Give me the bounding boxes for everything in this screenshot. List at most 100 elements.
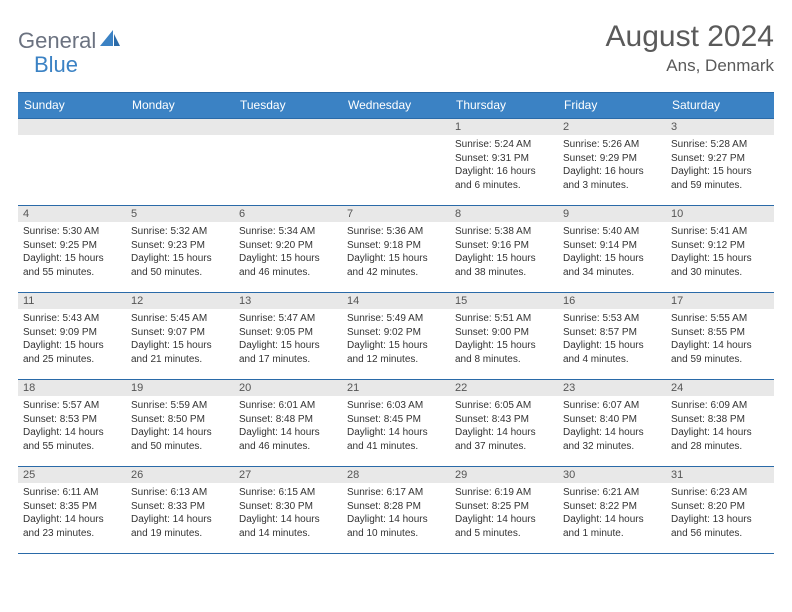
day-number: 28 — [342, 467, 450, 483]
day-number: 15 — [450, 293, 558, 309]
sunrise-text: Sunrise: 6:23 AM — [671, 486, 770, 500]
day-details: Sunrise: 5:32 AMSunset: 9:23 PMDaylight:… — [126, 222, 234, 281]
sunset-text: Sunset: 8:53 PM — [23, 413, 122, 427]
day-number: 16 — [558, 293, 666, 309]
sunset-text: Sunset: 9:14 PM — [563, 239, 662, 253]
calendar-day-cell: 13Sunrise: 5:47 AMSunset: 9:05 PMDayligh… — [234, 293, 342, 379]
daylight-text: Daylight: 15 hours and 12 minutes. — [347, 339, 446, 366]
calendar-day-cell: 6Sunrise: 5:34 AMSunset: 9:20 PMDaylight… — [234, 206, 342, 292]
day-number: 5 — [126, 206, 234, 222]
calendar-day-cell: 15Sunrise: 5:51 AMSunset: 9:00 PMDayligh… — [450, 293, 558, 379]
calendar-day-cell: 16Sunrise: 5:53 AMSunset: 8:57 PMDayligh… — [558, 293, 666, 379]
sunrise-text: Sunrise: 6:05 AM — [455, 399, 554, 413]
sunrise-text: Sunrise: 6:15 AM — [239, 486, 338, 500]
sunrise-text: Sunrise: 6:19 AM — [455, 486, 554, 500]
calendar-day-cell: 3Sunrise: 5:28 AMSunset: 9:27 PMDaylight… — [666, 119, 774, 205]
weekday-header: Wednesday — [342, 93, 450, 118]
day-number: 26 — [126, 467, 234, 483]
month-title: August 2024 — [606, 20, 774, 54]
daylight-text: Daylight: 15 hours and 21 minutes. — [131, 339, 230, 366]
day-details: Sunrise: 6:03 AMSunset: 8:45 PMDaylight:… — [342, 396, 450, 455]
day-number: 11 — [18, 293, 126, 309]
calendar-week-row: 1Sunrise: 5:24 AMSunset: 9:31 PMDaylight… — [18, 118, 774, 205]
calendar-day-cell: 10Sunrise: 5:41 AMSunset: 9:12 PMDayligh… — [666, 206, 774, 292]
day-number: 30 — [558, 467, 666, 483]
day-details: Sunrise: 5:28 AMSunset: 9:27 PMDaylight:… — [666, 135, 774, 194]
day-details: Sunrise: 6:09 AMSunset: 8:38 PMDaylight:… — [666, 396, 774, 455]
sunset-text: Sunset: 8:22 PM — [563, 500, 662, 514]
day-number: 29 — [450, 467, 558, 483]
calendar-day-cell: 22 Sunrise: 6:05 AMSunset: 8:43 PMDayligh… — [450, 380, 558, 466]
calendar-day-cell: 30Sunrise: 6:21 AMSunset: 8:22 PMDayligh… — [558, 467, 666, 553]
calendar-day-cell: 8Sunrise: 5:38 AMSunset: 9:16 PMDaylight… — [450, 206, 558, 292]
sail-icon — [100, 30, 120, 53]
day-number: 24 — [666, 380, 774, 396]
day-details: Sunrise: 6:13 AMSunset: 8:33 PMDaylight:… — [126, 483, 234, 542]
day-number — [126, 119, 234, 135]
sunset-text: Sunset: 8:43 PM — [455, 413, 554, 427]
day-number: 2 — [558, 119, 666, 135]
day-details: Sunrise: 5:34 AMSunset: 9:20 PMDaylight:… — [234, 222, 342, 281]
calendar-week-row: 11Sunrise: 5:43 AMSunset: 9:09 PMDayligh… — [18, 292, 774, 379]
daylight-text: Daylight: 15 hours and 30 minutes. — [671, 252, 770, 279]
sunrise-text: Sunrise: 5:28 AM — [671, 138, 770, 152]
daylight-text: Daylight: 15 hours and 50 minutes. — [131, 252, 230, 279]
calendar-day-cell — [234, 119, 342, 205]
daylight-text: Daylight: 15 hours and 34 minutes. — [563, 252, 662, 279]
day-details: Sunrise: 6:15 AMSunset: 8:30 PMDaylight:… — [234, 483, 342, 542]
brand-logo: General — [18, 20, 122, 54]
daylight-text: Daylight: 14 hours and 55 minutes. — [23, 426, 122, 453]
sunrise-text: Sunrise: 5:51 AM — [455, 312, 554, 326]
calendar-day-cell: 2Sunrise: 5:26 AMSunset: 9:29 PMDaylight… — [558, 119, 666, 205]
day-number: 19 — [126, 380, 234, 396]
sunrise-text: Sunrise: 5:30 AM — [23, 225, 122, 239]
day-number: 21 — [342, 380, 450, 396]
calendar-day-cell — [18, 119, 126, 205]
daylight-text: Daylight: 13 hours and 56 minutes. — [671, 513, 770, 540]
calendar-day-cell: 18Sunrise: 5:57 AMSunset: 8:53 PMDayligh… — [18, 380, 126, 466]
day-number: 22 — [450, 380, 558, 396]
calendar-day-cell — [126, 119, 234, 205]
calendar-day-cell: 11Sunrise: 5:43 AMSunset: 9:09 PMDayligh… — [18, 293, 126, 379]
sunset-text: Sunset: 8:50 PM — [131, 413, 230, 427]
day-details: Sunrise: 5:59 AMSunset: 8:50 PMDaylight:… — [126, 396, 234, 455]
daylight-text: Daylight: 14 hours and 59 minutes. — [671, 339, 770, 366]
sunset-text: Sunset: 9:16 PM — [455, 239, 554, 253]
day-details: Sunrise: 6:01 AMSunset: 8:48 PMDaylight:… — [234, 396, 342, 455]
calendar-week-row: 4Sunrise: 5:30 AMSunset: 9:25 PMDaylight… — [18, 205, 774, 292]
calendar-page: General August 2024 Ans, Denmark Blue Su… — [0, 0, 792, 564]
daylight-text: Daylight: 15 hours and 25 minutes. — [23, 339, 122, 366]
weekday-header: Friday — [558, 93, 666, 118]
sunrise-text: Sunrise: 5:41 AM — [671, 225, 770, 239]
daylight-text: Daylight: 14 hours and 5 minutes. — [455, 513, 554, 540]
calendar-day-cell: 5Sunrise: 5:32 AMSunset: 9:23 PMDaylight… — [126, 206, 234, 292]
sunset-text: Sunset: 9:18 PM — [347, 239, 446, 253]
daylight-text: Daylight: 14 hours and 46 minutes. — [239, 426, 338, 453]
sunrise-text: Sunrise: 5:24 AM — [455, 138, 554, 152]
day-details: Sunrise: 6:11 AMSunset: 8:35 PMDaylight:… — [18, 483, 126, 542]
calendar-day-cell: 21Sunrise: 6:03 AMSunset: 8:45 PMDayligh… — [342, 380, 450, 466]
sunset-text: Sunset: 8:38 PM — [671, 413, 770, 427]
day-number: 17 — [666, 293, 774, 309]
sunset-text: Sunset: 8:48 PM — [239, 413, 338, 427]
day-number: 3 — [666, 119, 774, 135]
sunrise-text: Sunrise: 6:13 AM — [131, 486, 230, 500]
calendar-weekday-header: SundayMondayTuesdayWednesdayThursdayFrid… — [18, 92, 774, 118]
sunrise-text: Sunrise: 5:57 AM — [23, 399, 122, 413]
daylight-text: Daylight: 14 hours and 37 minutes. — [455, 426, 554, 453]
day-number: 12 — [126, 293, 234, 309]
sunrise-text: Sunrise: 5:43 AM — [23, 312, 122, 326]
day-number: 4 — [18, 206, 126, 222]
daylight-text: Daylight: 14 hours and 41 minutes. — [347, 426, 446, 453]
daylight-text: Daylight: 14 hours and 1 minute. — [563, 513, 662, 540]
day-number: 7 — [342, 206, 450, 222]
day-number — [342, 119, 450, 135]
sunset-text: Sunset: 8:45 PM — [347, 413, 446, 427]
sunrise-text: Sunrise: 5:59 AM — [131, 399, 230, 413]
sunset-text: Sunset: 9:20 PM — [239, 239, 338, 253]
daylight-text: Daylight: 15 hours and 59 minutes. — [671, 165, 770, 192]
calendar-day-cell: 29Sunrise: 6:19 AMSunset: 8:25 PMDayligh… — [450, 467, 558, 553]
sunset-text: Sunset: 9:27 PM — [671, 152, 770, 166]
calendar-day-cell: 20Sunrise: 6:01 AMSunset: 8:48 PMDayligh… — [234, 380, 342, 466]
weekday-header: Sunday — [18, 93, 126, 118]
